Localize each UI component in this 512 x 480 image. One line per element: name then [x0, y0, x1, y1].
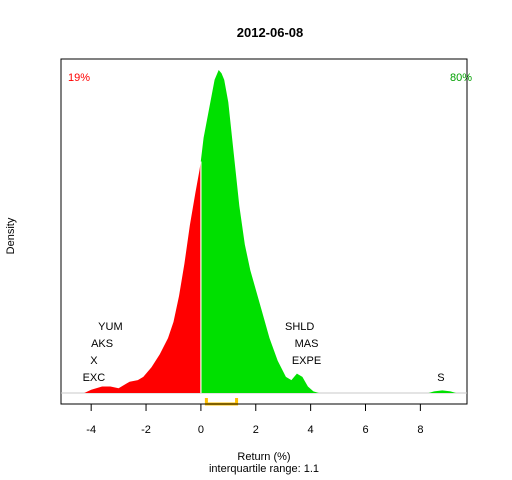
x-tick-label: 6 [362, 424, 368, 436]
ticker-label: YUM [98, 321, 122, 333]
x-tick-label: 4 [308, 424, 314, 436]
iqr-bracket [204, 398, 239, 406]
ticker-labels: YUM AKS X EXC SHLD MAS EXPE S [83, 321, 445, 384]
x-tick-label: 8 [417, 424, 423, 436]
negative-density-area [84, 160, 201, 393]
chart-title: 2012-06-08 [237, 25, 304, 40]
positive-density-area [200, 70, 456, 393]
iqr-subtitle: interquartile range: 1.1 [209, 463, 319, 475]
ticker-label: EXPE [292, 355, 321, 367]
ticker-label: EXC [83, 372, 106, 384]
x-tick-label: -2 [141, 424, 151, 436]
positive-share-label: 80% [450, 72, 472, 84]
ticker-label: SHLD [285, 321, 314, 333]
x-axis-label: Return (%) [237, 451, 290, 463]
negative-share-label: 19% [68, 72, 90, 84]
ticker-label: AKS [91, 338, 113, 350]
plot-area: YUM AKS X EXC SHLD MAS EXPE S [60, 58, 468, 406]
x-tick-label: 0 [198, 424, 204, 436]
x-axis: -4 -2 0 2 4 6 8 [86, 403, 428, 436]
y-axis-label: Density [5, 217, 17, 254]
x-axis-ticks: -4 -2 0 2 4 6 8 [86, 404, 423, 436]
density-areas [61, 70, 467, 406]
x-tick-label: 2 [253, 424, 259, 436]
ticker-label: MAS [295, 338, 319, 350]
ticker-label: X [90, 355, 98, 367]
x-tick-label: -4 [86, 424, 96, 436]
ticker-label: S [437, 372, 444, 384]
